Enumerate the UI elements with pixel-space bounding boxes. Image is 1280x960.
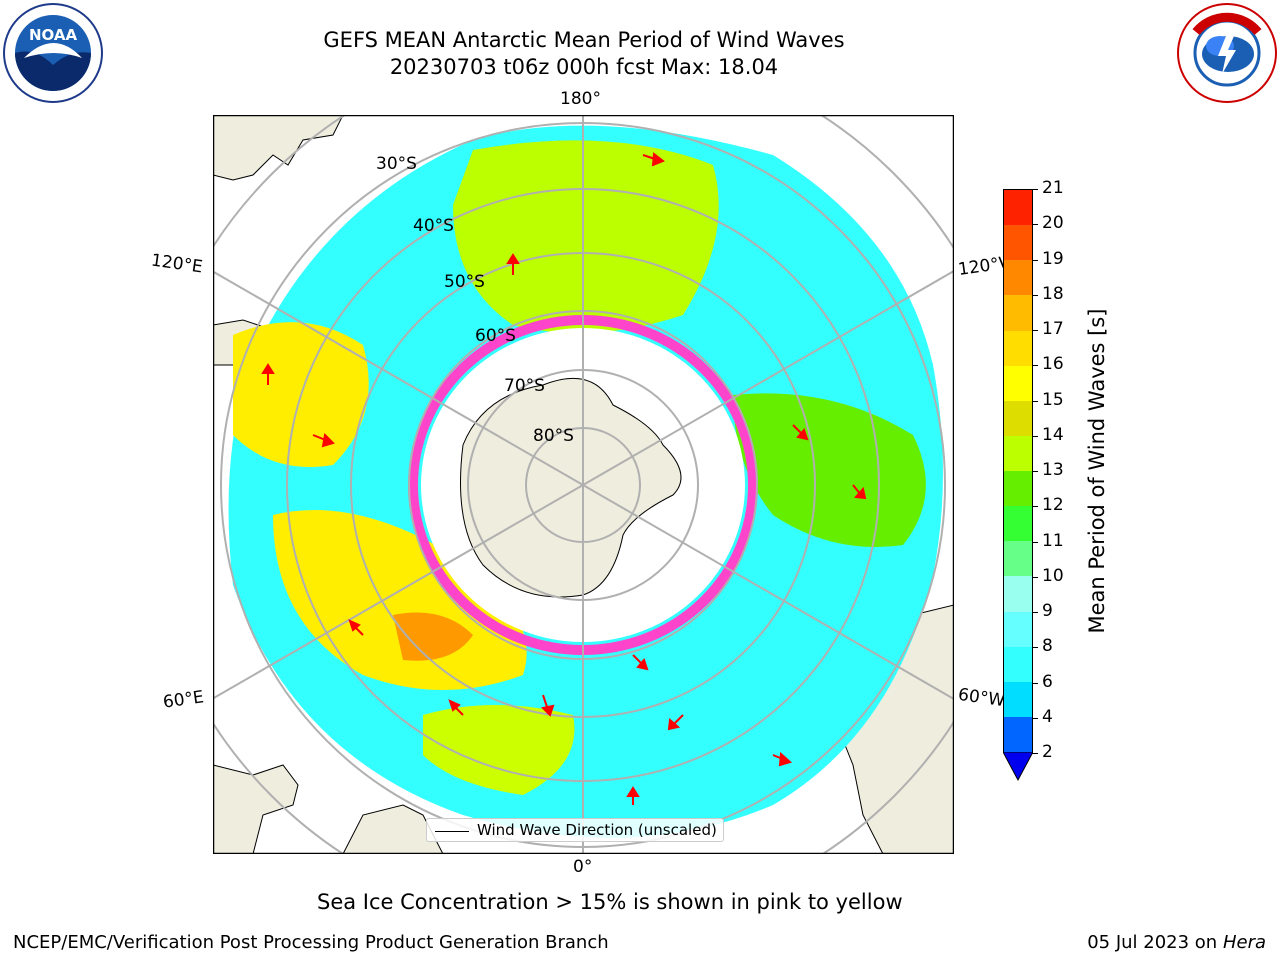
lon-label-60e: 60°E (161, 687, 206, 713)
colorbar-under-arrow (1003, 752, 1033, 782)
colorbar-tick-label: 4 (1042, 706, 1053, 727)
lon-label-180: 180° (560, 89, 601, 109)
colorbar-tick-mark (1032, 471, 1038, 472)
colorbar-tick-label: 6 (1042, 671, 1053, 692)
legend-label: Wind Wave Direction (unscaled) (477, 821, 717, 839)
lon-label-60w: 60°W (956, 684, 1007, 712)
colorbar-segment (1004, 225, 1032, 261)
colorbar-tick-label: 14 (1042, 424, 1064, 445)
colorbar-tick-mark (1032, 541, 1038, 543)
land-africa (213, 764, 299, 854)
colorbar-tick-mark (1032, 717, 1038, 719)
land-australia (213, 115, 344, 181)
colorbar-tick-label: 20 (1042, 213, 1064, 234)
colorbar-segment (1004, 400, 1032, 436)
colorbar-tick-label: 19 (1042, 248, 1064, 269)
map-panel: 30°S 40°S 50°S 60°S 70°S 80°S Wind Wave … (212, 114, 955, 855)
legend-line-icon (435, 831, 469, 832)
colorbar-tick-mark (1032, 576, 1038, 578)
svg-text:NOAA: NOAA (29, 26, 78, 44)
colorbar-segment (1004, 506, 1032, 542)
lat-label-30: 30°S (376, 154, 417, 174)
colorbar-ticks: 2 4 6 8 9 10 11 12 13 14 15 16 17 18 19 20 21 (1032, 178, 1080, 762)
colorbar-tick-mark (1032, 294, 1038, 296)
colorbar-tick-label: 12 (1042, 495, 1064, 516)
colorbar-tick-label: 17 (1042, 319, 1064, 339)
nws-logo (1176, 2, 1278, 104)
map-legend: Wind Wave Direction (unscaled) (426, 818, 724, 842)
colorbar-tick-mark (1032, 189, 1038, 190)
footer-machine: Hera (1222, 932, 1266, 953)
colorbar-tick-mark (1032, 753, 1038, 754)
colorbar-segment (1004, 681, 1032, 717)
footer-date: 05 Jul 2023 on (1087, 932, 1223, 953)
colorbar-segment (1004, 611, 1032, 647)
chart-title-line2: 20230703 t06z 000h fcst Max: 18.04 (389, 55, 779, 79)
colorbar-segments (1003, 189, 1033, 753)
colorbar-segment (1004, 190, 1032, 226)
wave-field-peak (393, 612, 473, 661)
colorbar-tick-mark (1032, 330, 1038, 331)
footer-left: NCEP/EMC/Verification Post Processing Pr… (13, 932, 609, 953)
colorbar-segment (1004, 295, 1032, 331)
colorbar-tick-mark (1032, 365, 1038, 367)
lat-label-80: 80°S (533, 426, 574, 446)
colorbar-tick-label: 11 (1042, 530, 1064, 551)
colorbar-tick-label: 10 (1042, 565, 1064, 586)
wind-wave-arrows (261, 152, 867, 805)
colorbar-segment (1004, 365, 1032, 401)
lat-label-50: 50°S (444, 272, 485, 292)
colorbar-tick-mark (1032, 259, 1038, 261)
lat-label-40: 40°S (413, 216, 454, 236)
colorbar-segment (1004, 435, 1032, 471)
colorbar-segment (1004, 576, 1032, 612)
colorbar-tick-mark (1032, 682, 1038, 684)
colorbar-tick-mark (1032, 435, 1038, 437)
colorbar-segment (1004, 471, 1032, 507)
colorbar-tick-label: 2 (1042, 742, 1053, 762)
colorbar-tick-label: 21 (1042, 178, 1064, 198)
colorbar-tick-mark (1032, 647, 1038, 649)
colorbar-segment (1004, 330, 1032, 366)
colorbar-segment (1004, 541, 1032, 577)
colorbar-tick-mark (1032, 612, 1038, 613)
colorbar-tick-label: 13 (1042, 460, 1064, 480)
land-antarctica (460, 377, 682, 598)
lat-label-60: 60°S (475, 326, 516, 346)
wave-field-pacific (453, 140, 719, 333)
colorbar-tick-label: 15 (1042, 389, 1064, 410)
wave-field-south (423, 705, 575, 795)
graticule (213, 115, 954, 854)
colorbar-segment (1004, 260, 1032, 296)
chart-title-line1: GEFS MEAN Antarctic Mean Period of Wind … (323, 28, 845, 52)
colorbar-tick-mark (1032, 506, 1038, 508)
lon-label-0: 0° (573, 857, 593, 877)
colorbar-label: Mean Period of Wind Waves [s] (1085, 308, 1109, 634)
colorbar-segment (1004, 716, 1032, 752)
colorbar-tick-label: 18 (1042, 283, 1064, 304)
lat-label-70: 70°S (504, 376, 545, 396)
land-south-africa (342, 804, 444, 854)
colorbar-tick-label: 16 (1042, 354, 1064, 375)
sea-ice-note: Sea Ice Concentration > 15% is shown in … (317, 890, 903, 914)
lon-label-120e: 120°E (149, 250, 204, 278)
colorbar (1003, 189, 1033, 782)
colorbar-tick-label: 9 (1042, 601, 1053, 621)
noaa-logo: NOAA (2, 2, 104, 104)
colorbar-tick-mark (1032, 400, 1038, 402)
colorbar-tick-mark (1032, 224, 1038, 226)
colorbar-tick-label: 8 (1042, 636, 1053, 657)
colorbar-segment (1004, 646, 1032, 682)
footer-right: 05 Jul 2023 on Hera (1087, 932, 1266, 960)
polar-map: 30°S 40°S 50°S 60°S 70°S 80°S (212, 114, 955, 855)
